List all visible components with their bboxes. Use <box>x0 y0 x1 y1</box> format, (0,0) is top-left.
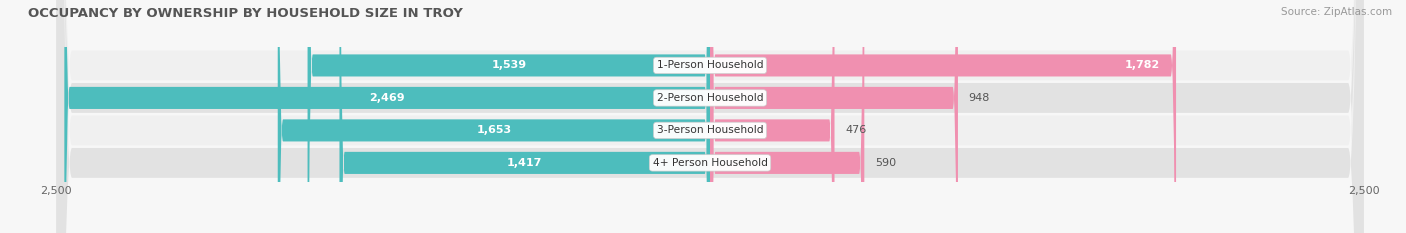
Text: Source: ZipAtlas.com: Source: ZipAtlas.com <box>1281 7 1392 17</box>
Text: 3-Person Household: 3-Person Household <box>657 125 763 135</box>
FancyBboxPatch shape <box>56 0 1364 233</box>
Text: 1,539: 1,539 <box>491 60 526 70</box>
Text: 4+ Person Household: 4+ Person Household <box>652 158 768 168</box>
Text: 2,469: 2,469 <box>370 93 405 103</box>
Text: 1,417: 1,417 <box>508 158 543 168</box>
FancyBboxPatch shape <box>56 0 1364 233</box>
Text: 476: 476 <box>845 125 866 135</box>
FancyBboxPatch shape <box>56 0 1364 233</box>
FancyBboxPatch shape <box>56 0 1364 233</box>
Text: OCCUPANCY BY OWNERSHIP BY HOUSEHOLD SIZE IN TROY: OCCUPANCY BY OWNERSHIP BY HOUSEHOLD SIZE… <box>28 7 463 20</box>
Text: 948: 948 <box>969 93 990 103</box>
Text: 590: 590 <box>875 158 896 168</box>
Text: 1,782: 1,782 <box>1125 60 1160 70</box>
FancyBboxPatch shape <box>710 0 865 233</box>
FancyBboxPatch shape <box>339 0 710 233</box>
FancyBboxPatch shape <box>278 0 710 233</box>
FancyBboxPatch shape <box>65 0 710 233</box>
FancyBboxPatch shape <box>710 0 957 233</box>
Text: 1,653: 1,653 <box>477 125 512 135</box>
FancyBboxPatch shape <box>308 0 710 233</box>
Text: 2-Person Household: 2-Person Household <box>657 93 763 103</box>
FancyBboxPatch shape <box>710 0 1175 233</box>
FancyBboxPatch shape <box>710 0 835 233</box>
Text: 1-Person Household: 1-Person Household <box>657 60 763 70</box>
